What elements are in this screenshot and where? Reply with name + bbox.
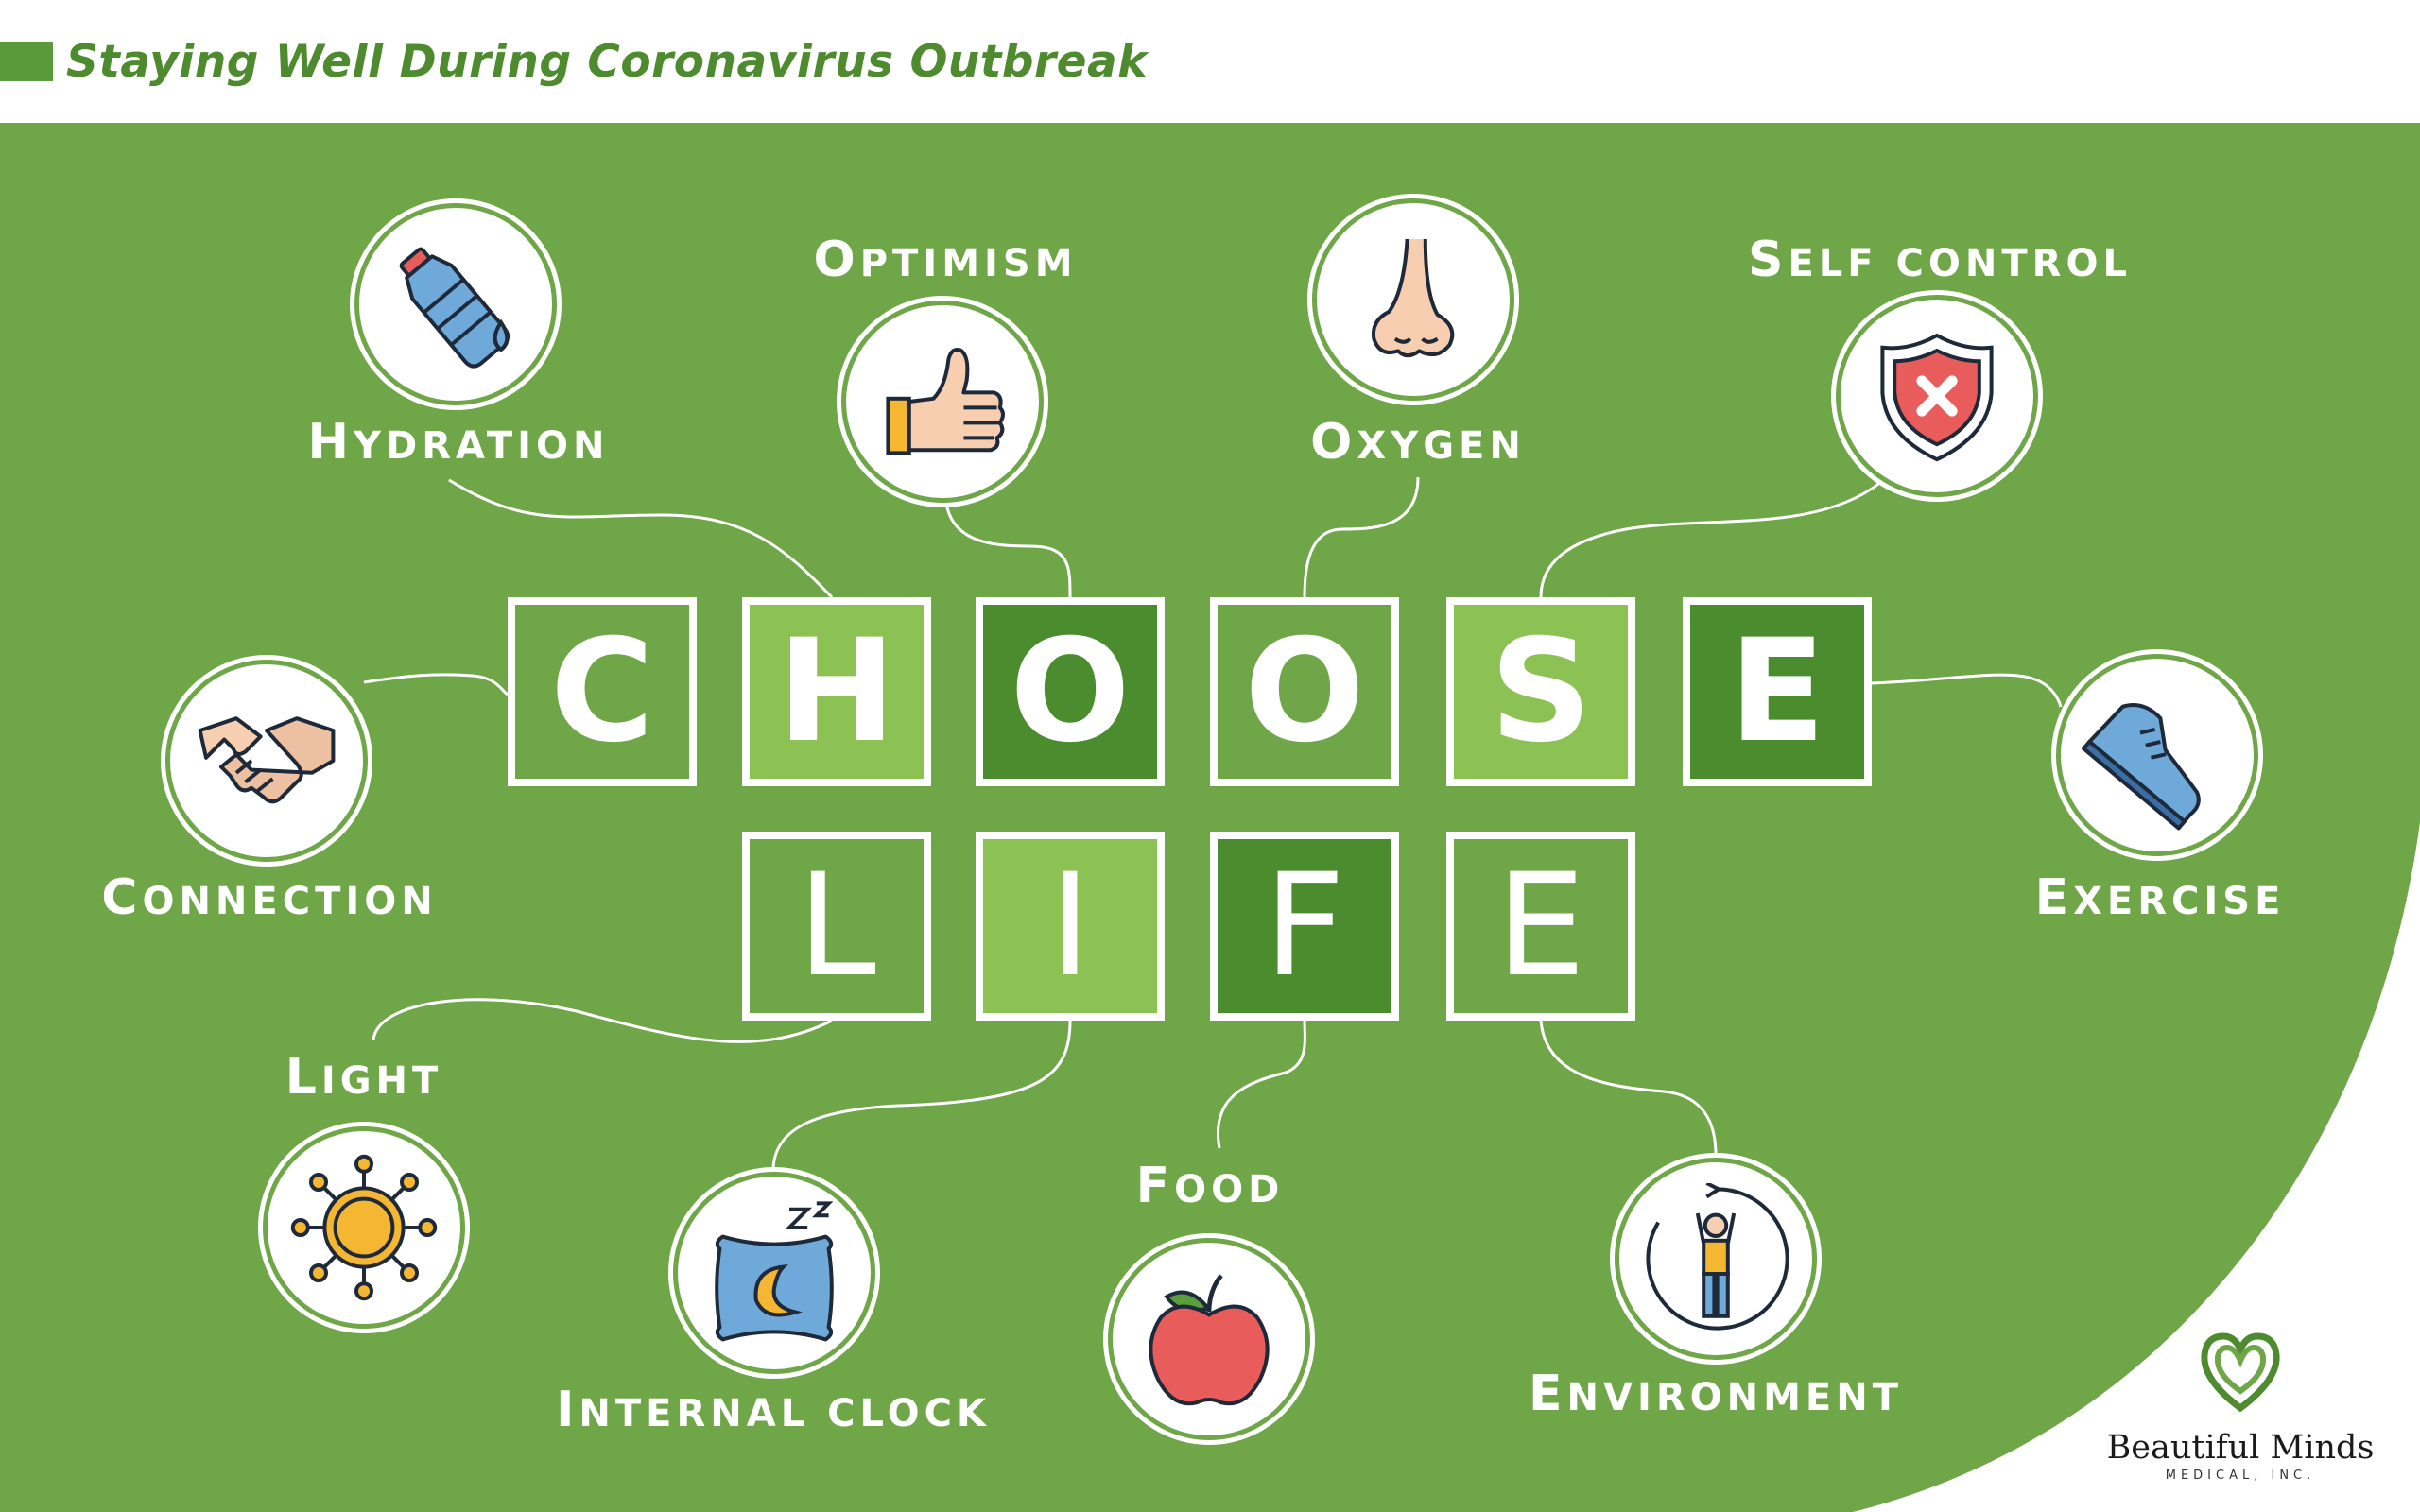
water-bottle-icon (354, 203, 557, 405)
sleep-pillow-icon (673, 1172, 875, 1374)
tile-e-2: E (1446, 832, 1635, 1021)
shoe-icon (2056, 654, 2258, 856)
tile-f: F (1210, 832, 1399, 1021)
shield-icon (1836, 295, 2038, 497)
brand-name: Beautiful Minds (2106, 1429, 2375, 1467)
label-environment: Environment (1528, 1366, 1904, 1422)
header: Staying Well During Coronavirus Outbreak (0, 0, 2420, 123)
tile-s: S (1446, 597, 1635, 786)
thumbs-up-icon (841, 301, 1044, 503)
tile-h: H (742, 597, 931, 786)
label-internal-clock: Internal clock (556, 1382, 991, 1438)
heart-logo-icon (2201, 1332, 2280, 1413)
nose-icon (1312, 198, 1514, 401)
label-self-control: Self control (1748, 232, 2132, 288)
handshake-icon (165, 660, 368, 862)
tile-c: C (508, 597, 697, 786)
label-food: Food (1135, 1158, 1285, 1214)
label-connection: Connection (101, 869, 438, 926)
tile-o-2: O (1210, 597, 1399, 786)
brand-subtitle: MEDICAL, INC. (2165, 1469, 2316, 1483)
brand-logo: Beautiful Minds MEDICAL, INC. (2099, 1323, 2382, 1484)
page-title: Staying Well During Coronavirus Outbreak (66, 36, 1149, 88)
header-accent-bar (0, 42, 53, 81)
apple-icon (1108, 1238, 1310, 1440)
tile-e: E (1683, 597, 1872, 786)
sun-icon (263, 1126, 465, 1329)
connector-lines (363, 476, 2063, 1177)
label-oxygen: Oxygen (1310, 414, 1526, 471)
label-light: Light (285, 1049, 443, 1106)
label-optimism: Optimism (813, 232, 1078, 288)
label-exercise: Exercise (2034, 869, 2286, 926)
label-hydration: Hydration (307, 414, 610, 471)
person-cycle-icon (1615, 1158, 1817, 1360)
tile-i: I (976, 832, 1165, 1021)
tile-o-1: O (976, 597, 1165, 786)
tile-l: L (742, 832, 931, 1021)
